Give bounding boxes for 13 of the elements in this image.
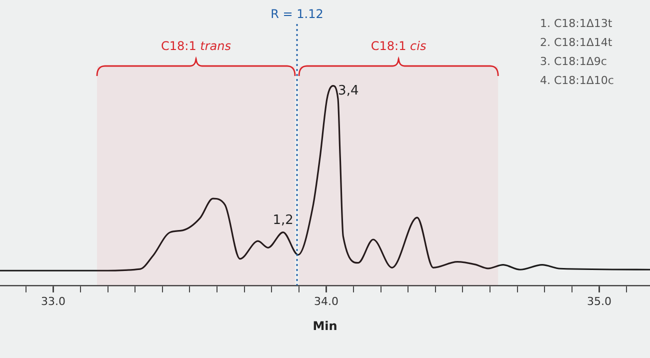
annotation: 1,2 (272, 213, 294, 228)
band-label: C18:1 trans (161, 39, 232, 53)
band-label: C18:1 cis (370, 39, 426, 53)
annotation: 3,4 (338, 84, 359, 99)
text: R = 1.12 (270, 7, 324, 21)
text: 1. C18:1Δ13t (540, 16, 613, 30)
x-axis-title: Min (312, 318, 338, 333)
text: 2. C18:1Δ14t (540, 36, 613, 49)
text: 3. C18:1Δ9c (540, 54, 607, 68)
x-tick-label: 34.0 (314, 294, 338, 308)
x-tick-label: 35.0 (586, 294, 612, 308)
annotation: 4. C18:1Δ10c (540, 74, 614, 87)
x-tick-label: 33.0 (40, 294, 66, 308)
